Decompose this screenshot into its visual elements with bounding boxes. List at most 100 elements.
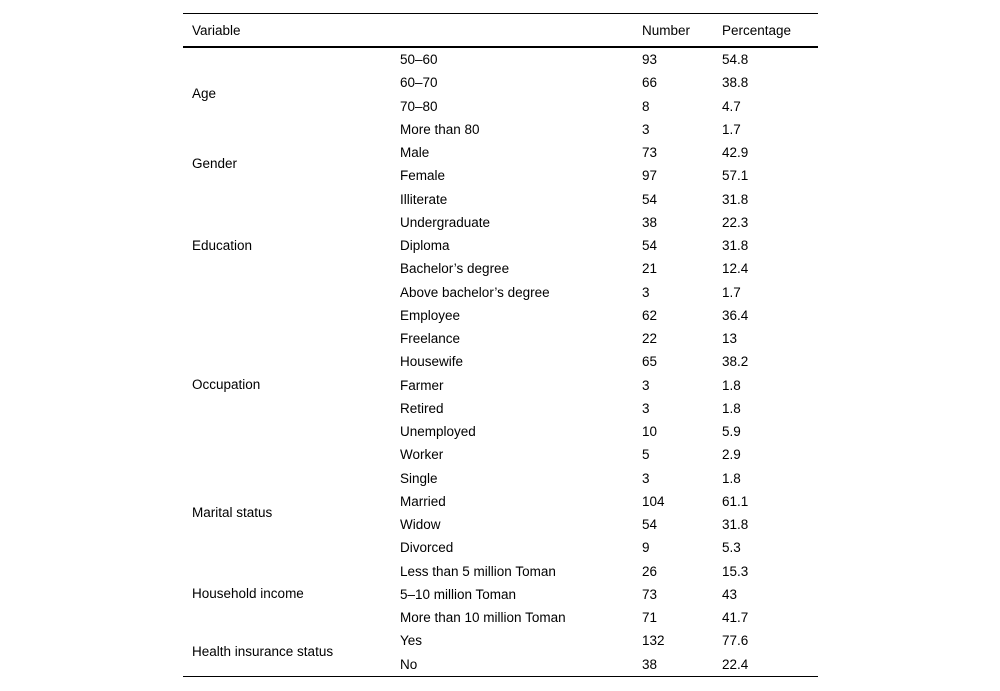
percentage-cell: 1.8 (722, 470, 741, 486)
number-cell: 66 (642, 75, 658, 91)
number-cell: 22 (642, 331, 658, 346)
category-cell: Worker (400, 447, 444, 463)
number-cell: 3 (642, 377, 650, 393)
category-cell: More than 10 million Toman (400, 610, 566, 625)
table-row: Marital status Single 3 1.8 (183, 467, 818, 520)
table-row: Gender Male 73 42.9 (183, 141, 818, 171)
number-cell: 73 (642, 586, 658, 602)
percentage-cell: 22.4 (722, 656, 749, 672)
number-cell: 62 (642, 307, 658, 323)
category-cell: Diploma (400, 238, 450, 253)
percentage-cell: 61.1 (722, 493, 749, 509)
percentage-cell: 1.7 (722, 121, 741, 137)
table-header: Variable Number Percentage (183, 13, 818, 48)
category-cell: Yes (400, 633, 423, 649)
table-row: Above bachelor’s degree 3 1.7 (183, 281, 818, 304)
percentage-cell: 4.7 (722, 98, 741, 114)
table-row: No 38 22.4 (183, 653, 818, 677)
table-row: 5–10 million Toman 73 43 (183, 583, 818, 606)
number-cell: 97 (642, 168, 658, 184)
number-cell: 3 (642, 284, 650, 300)
number-cell: 38 (642, 656, 658, 672)
variable-group-cell: Education (192, 237, 253, 253)
category-cell: 70–80 (400, 98, 438, 114)
percentage-cell: 5.9 (722, 424, 741, 439)
number-cell: 54 (642, 191, 658, 207)
column-header-percentage: Percentage (722, 13, 818, 48)
number-cell: 38 (642, 214, 658, 230)
category-cell: Widow (400, 517, 441, 532)
category-cell: 50–60 (400, 52, 438, 67)
variable-group-cell: Occupation (192, 377, 261, 393)
table-row: Age 50–60 93 54.8 (183, 47, 818, 101)
percentage-cell: 38.8 (722, 75, 749, 91)
number-cell: 132 (642, 633, 665, 649)
number-cell: 54 (642, 238, 658, 253)
table-row: More than 10 million Toman 71 41.7 (183, 606, 818, 629)
category-cell: Female (400, 168, 446, 184)
percentage-cell: 1.8 (722, 377, 741, 393)
table-row: Widow 54 31.8 (183, 513, 818, 536)
variable-group-cell: Age (192, 86, 217, 102)
number-cell: 26 (642, 563, 658, 579)
table-row: Education Illiterate 54 31.8 (183, 188, 818, 253)
category-cell: Employee (400, 307, 461, 323)
percentage-cell: 54.8 (722, 52, 749, 67)
column-header-number: Number (642, 13, 722, 48)
table-row: Married 104 61.1 (183, 490, 818, 513)
demographics-table-wrap: Variable Number Percentage Age 50–60 93 54.… (183, 13, 818, 677)
table-row: Household income Less than 5 million Toma… (183, 560, 818, 602)
header-row: Variable Number Percentage (183, 13, 818, 48)
number-cell: 21 (642, 261, 658, 277)
column-header-variable: Variable (183, 13, 642, 48)
percentage-cell: 5.3 (722, 540, 741, 556)
number-cell: 3 (642, 400, 650, 416)
table-body: Age 50–60 93 54.8 60–70 66 38.8 70–80 8 4.7 More t… (183, 47, 818, 676)
percentage-cell: 36.4 (722, 307, 749, 323)
table-row: Worker 5 2.9 (183, 443, 818, 466)
category-cell: No (400, 656, 418, 672)
category-cell: Undergraduate (400, 214, 491, 230)
number-cell: 8 (642, 98, 650, 114)
percentage-cell: 31.8 (722, 517, 749, 532)
number-cell: 10 (642, 424, 658, 439)
demographics-table: Variable Number Percentage Age 50–60 93 54.… (183, 13, 818, 677)
number-cell: 9 (642, 540, 650, 556)
variable-group-cell: Gender (192, 156, 238, 172)
table-row: More than 80 3 1.7 (183, 118, 818, 141)
number-cell: 104 (642, 493, 665, 509)
percentage-cell: 42.9 (722, 145, 749, 160)
table-row: Divorced 9 5.3 (183, 536, 818, 559)
category-cell: Retired (400, 400, 444, 416)
table-row: Housewife 65 38.2 (183, 350, 818, 373)
table-row: 70–80 8 4.7 (183, 95, 818, 118)
percentage-cell: 41.7 (722, 610, 749, 625)
variable-group-cell: Household income (192, 586, 304, 602)
table-row: Bachelor’s degree 21 12.4 (183, 257, 818, 280)
category-cell: 60–70 (400, 75, 438, 91)
percentage-cell: 2.9 (722, 447, 741, 463)
category-cell: Illiterate (400, 191, 448, 207)
table-row: Occupation Employee 62 36.4 (183, 304, 818, 392)
table-row: Freelance 22 13 (183, 327, 818, 350)
percentage-cell: 31.8 (722, 191, 749, 207)
category-cell: Less than 5 million Toman (400, 563, 556, 579)
number-cell: 71 (642, 610, 658, 625)
variable-group-cell: Marital status (192, 504, 273, 520)
category-cell: Bachelor’s degree (400, 261, 510, 277)
percentage-cell: 22.3 (722, 214, 749, 230)
percentage-cell: 15.3 (722, 563, 749, 579)
percentage-cell: 13 (722, 331, 738, 346)
category-cell: Farmer (400, 377, 444, 393)
category-cell: Above bachelor’s degree (400, 284, 550, 300)
number-cell: 93 (642, 52, 658, 67)
percentage-cell: 38.2 (722, 354, 749, 370)
table-row: Retired 3 1.8 (183, 397, 818, 420)
table-row: Unemployed 10 5.9 (183, 420, 818, 443)
number-cell: 3 (642, 121, 650, 137)
number-cell: 5 (642, 447, 650, 463)
percentage-cell: 12.4 (722, 261, 749, 277)
number-cell: 54 (642, 517, 658, 532)
percentage-cell: 43 (722, 586, 738, 602)
